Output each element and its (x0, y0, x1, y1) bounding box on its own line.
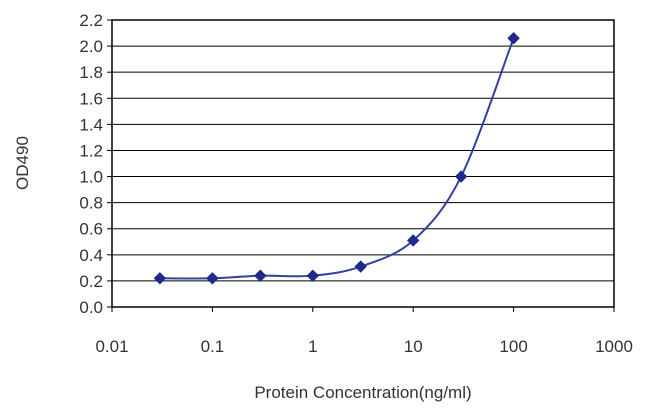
x-axis-ticks: 0.01 0.1 1 10 100 1000 (95, 307, 633, 356)
x-tick-label: 1000 (595, 337, 633, 356)
x-tick-label: 0.1 (201, 337, 225, 356)
data-point (354, 260, 367, 273)
data-point (153, 272, 167, 285)
y-tick-label: 0.6 (79, 220, 103, 239)
y-tick-label: 0.4 (79, 246, 103, 265)
plot-area (111, 19, 615, 308)
x-tick-label: 1 (308, 337, 317, 356)
y-axis-label: OD490 (13, 136, 32, 190)
data-point (254, 269, 267, 282)
data-series (153, 32, 520, 285)
y-tick-label: 0.0 (79, 298, 103, 317)
x-axis-label: Protein Concentration(ng/ml) (254, 383, 471, 402)
data-point (507, 32, 520, 45)
y-tick-label: 1.4 (79, 115, 103, 134)
y-tick-label: 1.2 (79, 141, 103, 160)
y-tick-label: 2.2 (79, 11, 103, 30)
y-tick-label: 1.6 (79, 89, 103, 108)
y-tick-label: 0.8 (79, 194, 103, 213)
data-point (406, 234, 420, 247)
y-tick-label: 0.2 (79, 272, 103, 291)
y-tick-label: 1.8 (79, 63, 103, 82)
data-point (454, 170, 468, 183)
data-point (206, 272, 219, 285)
x-tick-label: 100 (499, 337, 527, 356)
gridlines (112, 45, 614, 282)
data-point (306, 269, 320, 282)
y-tick-label: 2.0 (79, 37, 103, 56)
y-tick-label: 1.0 (79, 168, 103, 187)
x-tick-label: 10 (404, 337, 423, 356)
y-axis-ticks: 0.0 0.2 0.4 0.6 0.8 1.0 1.2 1.4 1.6 1.8 2.0 2.2 (79, 11, 112, 317)
x-tick-label: 0.01 (95, 337, 128, 356)
